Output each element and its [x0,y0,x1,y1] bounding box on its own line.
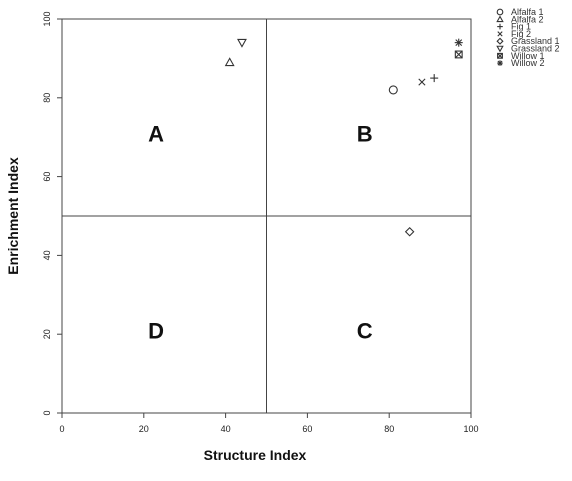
y-tick-label: 0 [42,410,52,415]
legend-label-alfalfa-1: Alfalfa 1 [511,7,544,17]
legend-label-willow-2: Willow 2 [511,58,545,68]
legend-marker-willow-2 [497,60,503,66]
quadrant-label-d: D [148,318,164,343]
y-tick-label: 40 [42,250,52,260]
x-axis-label: Structure Index [204,447,307,463]
legend-marker-alfalfa-2 [496,15,504,23]
legend-marker-alfalfa-1 [496,8,504,16]
quadrant-labels: A B C D [148,121,373,343]
y-tick-label: 80 [42,93,52,103]
quadrant-label-c: C [357,318,373,343]
point-fig-1 [430,74,439,83]
y-axis: 0 20 40 60 80 100 [42,11,62,416]
y-tick-label: 60 [42,172,52,182]
point-willow-1 [454,50,463,59]
legend-marker-grassland-1 [496,37,504,45]
y-tick-label: 100 [42,11,52,26]
point-alfalfa-2 [224,57,235,67]
point-grassland-1 [404,226,415,237]
legend-marker-grassland-2 [496,45,504,53]
quadrant-label-b: B [357,121,373,146]
point-alfalfa-1 [388,85,398,95]
data-points [224,38,463,237]
reference-lines [62,19,471,413]
y-axis-label: Enrichment Index [5,157,21,275]
point-fig-2 [418,78,426,86]
legend-label-fig-2: Fig 2 [511,29,531,39]
y-tick-label: 20 [42,329,52,339]
legend-label-alfalfa-2: Alfalfa 2 [511,14,544,24]
legend-label-grassland-2: Grassland 2 [511,44,560,54]
legend-label-grassland-1: Grassland 1 [511,36,560,46]
x-axis: 0 20 40 60 80 100 [59,413,479,434]
point-willow-2 [454,38,463,47]
x-tick-label: 0 [59,424,64,434]
quadrant-label-a: A [148,121,164,146]
legend-marker-willow-1 [497,52,503,59]
x-tick-label: 20 [139,424,149,434]
x-tick-label: 80 [384,424,394,434]
legend-label-fig-1: Fig 1 [511,22,531,32]
legend-marker-fig-1 [497,23,503,30]
point-grassland-2 [237,38,247,48]
legend-label-willow-1: Willow 1 [511,51,545,61]
x-tick-label: 40 [221,424,231,434]
legend-marker-fig-2 [497,31,503,37]
x-tick-label: 100 [463,424,478,434]
x-tick-label: 60 [302,424,312,434]
